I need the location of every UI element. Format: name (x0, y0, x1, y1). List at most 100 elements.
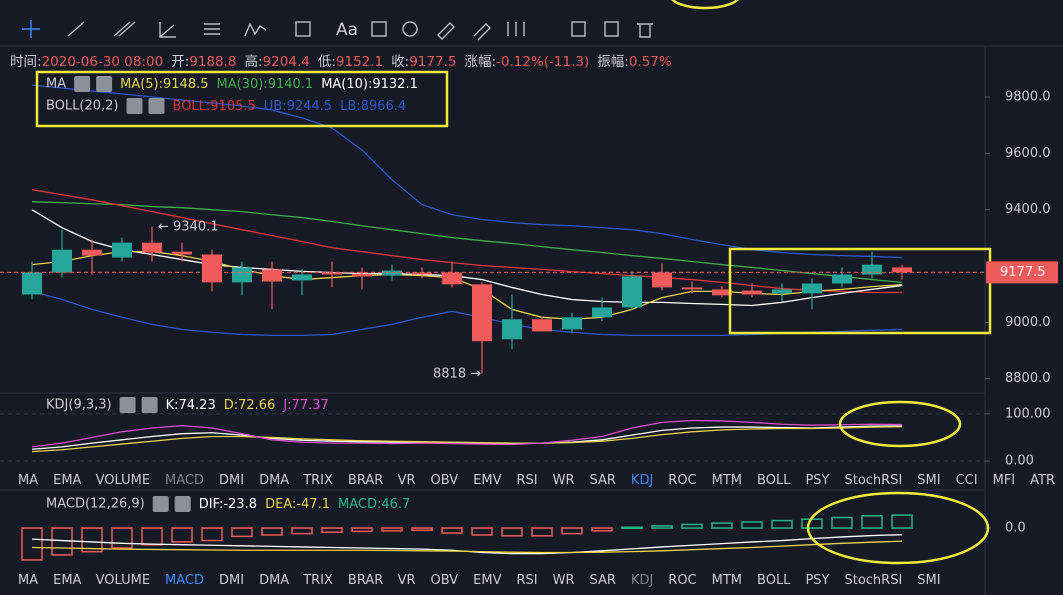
info-label: 时间: (10, 54, 42, 70)
indicator-tab[interactable]: MACD (165, 473, 204, 488)
macd-bar (741, 521, 763, 529)
indicator-tab[interactable]: OBV (431, 573, 459, 588)
indicator-tab[interactable]: DMI (219, 473, 244, 488)
indicator-tab[interactable]: MFI (993, 473, 1016, 488)
measure-tool-icon[interactable] (295, 21, 311, 37)
indicator-tabs: MA EMA VOLUME MACD DMI DMA TRIX BRAR VR OBV EMV RSI… (18, 573, 941, 588)
indicator-tab[interactable]: VOLUME (96, 573, 150, 588)
channel-tool-icon[interactable] (113, 21, 131, 37)
indicator-tab[interactable]: StochRSI (844, 473, 902, 488)
settings-button[interactable] (126, 98, 143, 114)
settings-button[interactable] (152, 496, 169, 512)
indicator-tab[interactable]: TRIX (302, 473, 333, 488)
indicator-tab[interactable]: MA (18, 473, 38, 488)
text-tool[interactable]: Aa (336, 20, 358, 40)
indicator-tab[interactable]: CCI (956, 473, 978, 488)
magnet-tool-icon[interactable] (507, 22, 525, 36)
candle-body (832, 274, 852, 284)
indicator-tab[interactable]: EMA (53, 473, 81, 488)
pattern-tool-icon[interactable] (371, 21, 387, 37)
candle-body (52, 249, 72, 273)
macd-bar (771, 519, 793, 529)
indicator-tab[interactable]: EMA (53, 573, 81, 588)
indicator-tab[interactable]: DMA (259, 473, 289, 488)
indicator-tab[interactable]: SMI (917, 573, 940, 588)
settings-button[interactable] (74, 76, 91, 92)
indicator-tab[interactable]: VR (398, 473, 416, 488)
close-button[interactable] (174, 496, 191, 512)
indicator-tab[interactable]: WR (553, 473, 575, 488)
copy-icon[interactable] (571, 21, 586, 37)
indicator-tab[interactable]: MA (18, 573, 38, 588)
note-tool-icon[interactable] (402, 21, 418, 37)
fib-tool-icon[interactable] (204, 23, 220, 35)
close-button[interactable] (96, 76, 113, 92)
candle-body (742, 290, 762, 295)
indicator-tab[interactable]: BOLL (757, 573, 791, 588)
indicator-tab[interactable]: WR (553, 573, 575, 588)
candle-body (712, 289, 732, 296)
indicator-tab[interactable]: BRAR (348, 473, 383, 488)
indicator-tab[interactable]: PSY (805, 473, 829, 488)
legend-title: KDJ(9,3,3) (46, 398, 112, 413)
indicator-tab[interactable]: MACD (165, 573, 204, 588)
info-bar: 时间:2020-06-30 08:00 开:9188.8 高:9204.4 低:915… (10, 53, 672, 70)
indicator-tab[interactable]: BRAR (348, 573, 383, 588)
candle-body (82, 249, 102, 256)
angle-tool-icon[interactable] (159, 22, 176, 38)
indicator-tab[interactable]: RSI (516, 573, 537, 588)
info-label: 低: (318, 54, 336, 70)
candle-body (862, 264, 882, 275)
indicator-tab[interactable]: BOLL (757, 473, 791, 488)
ruler-tool-icon[interactable] (437, 22, 455, 40)
indicator-tab[interactable]: ROC (668, 473, 696, 488)
indicator-tabs: MA EMA VOLUME MACD DMI DMA TRIX BRAR VR OBV EMV RSI… (18, 473, 1055, 488)
indicator-tab[interactable]: TRIX (302, 573, 333, 588)
legend-items: MA(5):9148.5 MA(30):9140.1 MA(10):9132.1 (120, 77, 418, 92)
macd-bar (291, 527, 313, 535)
close-button[interactable] (141, 397, 158, 413)
pen-tool-icon[interactable] (473, 23, 491, 41)
indicator-tab[interactable]: VOLUME (96, 473, 150, 488)
macd-bar (891, 514, 913, 529)
indicator-tab[interactable]: MTM (712, 473, 742, 488)
info-label: 高: (245, 53, 263, 70)
indicator-tab[interactable]: SMI (917, 473, 940, 488)
indicator-tab[interactable]: EMV (473, 573, 501, 588)
channel-tool-icon[interactable] (118, 21, 136, 37)
close-button[interactable] (148, 98, 165, 114)
indicator-tab[interactable]: VR (398, 573, 416, 588)
settings-button[interactable] (119, 397, 136, 413)
lock-icon[interactable] (604, 21, 619, 37)
last-price-tag (986, 261, 1058, 284)
indicator-tab[interactable]: SAR (590, 473, 616, 488)
y-tick-label: 100.00 (1005, 406, 1051, 421)
indicator-tab[interactable]: EMV (473, 473, 501, 488)
candle-body (382, 270, 402, 276)
info-value: -0.12%(-11.3) (496, 54, 589, 70)
candle-body (592, 307, 612, 318)
indicator-tab[interactable]: RSI (516, 473, 537, 488)
indicator-tab[interactable]: KDJ (631, 473, 653, 488)
indicator-tab[interactable]: DMI (219, 573, 244, 588)
indicator-tab[interactable]: OBV (431, 473, 459, 488)
info-value: 9152.1 (336, 54, 383, 70)
indicator-tab[interactable]: MTM (712, 573, 742, 588)
candle-body (472, 284, 492, 342)
y-tick-label: 9600.0 (1005, 146, 1051, 161)
delete-icon[interactable] (637, 23, 653, 38)
indicator-tab[interactable]: PSY (805, 573, 829, 588)
wave-tool-icon[interactable] (244, 22, 267, 37)
indicator-tab[interactable]: DMA (259, 573, 289, 588)
indicator-tab[interactable]: ATR (1030, 473, 1055, 488)
indicator-tab[interactable]: KDJ (631, 573, 653, 588)
indicator-tab[interactable]: SAR (590, 573, 616, 588)
indicator-tab[interactable]: ROC (668, 573, 696, 588)
legend-item: MA(5):9148.5 (120, 77, 208, 92)
info-label: 收: (391, 54, 409, 70)
indicator-tab[interactable]: StochRSI (844, 573, 902, 588)
macd-bar (501, 527, 523, 537)
info-label: 开: (171, 54, 189, 70)
macd-bar (171, 527, 193, 543)
line-tool-icon[interactable] (67, 21, 85, 37)
